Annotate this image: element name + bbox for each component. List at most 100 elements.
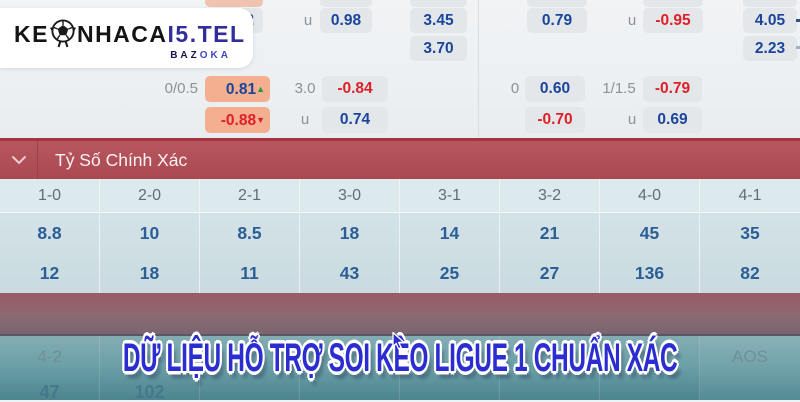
score-odds[interactable]: 43 — [339, 263, 360, 283]
score-header — [500, 342, 599, 372]
cutoff-odds-box — [320, 0, 372, 7]
score-odds[interactable]: 21 — [539, 223, 560, 243]
score-odds[interactable]: 25 — [439, 263, 460, 283]
score-column: 3-1 14 25 — [400, 179, 500, 293]
cutoff-odds-box — [796, 19, 800, 22]
score-header: 3-2 — [500, 179, 599, 213]
handicap-label: 0/0.5 — [164, 80, 198, 97]
correct-score-grid: 1-0 8.8 12 2-0 10 18 2-1 8.5 11 3-0 18 4… — [0, 179, 800, 293]
odds-cell[interactable]: -0.79 — [643, 76, 702, 102]
score-column — [300, 336, 400, 400]
site-logo[interactable]: KE NHACA I5.TEL BAZOKA — [0, 8, 253, 68]
score-column: 4-0 45 136 — [600, 179, 700, 293]
section-title: Tỷ Số Chính Xác — [55, 150, 188, 170]
cutoff-odds-box — [205, 0, 263, 7]
odds-cell[interactable]: 3.45 — [410, 8, 467, 33]
score-odds[interactable]: 10 — [139, 223, 160, 243]
score-odds[interactable] — [600, 382, 699, 402]
odds-panel: 2 u 0.98 3.45 0.79 u -0.95 4.05 3.70 2.2… — [0, 0, 800, 138]
odds-value: 0.81 — [225, 81, 257, 98]
logo-wordmark: KE NHACA I5.TEL — [14, 18, 246, 50]
score-header: 3-1 — [400, 179, 499, 213]
odds-cell-highlighted[interactable]: 0.81▲ — [205, 76, 270, 102]
odds-cell[interactable]: 0.69 — [643, 107, 702, 133]
score-odds[interactable]: 82 — [740, 263, 760, 283]
mouse-cursor-icon — [392, 332, 406, 350]
odds-cell[interactable]: 0.74 — [322, 107, 388, 133]
score-header: 4-0 — [600, 179, 699, 213]
cutoff-odds-box — [410, 0, 467, 7]
score-column: 4-3 102 — [100, 336, 200, 402]
section-header-bar: Tỷ Số Chính Xác — [0, 138, 800, 179]
odds-cell[interactable]: -0.95 — [643, 8, 703, 33]
score-header — [200, 342, 299, 372]
score-odds[interactable]: 45 — [639, 223, 660, 243]
score-column: 4-4 — [600, 336, 700, 400]
score-odds[interactable] — [500, 382, 599, 402]
score-odds[interactable]: 11 — [240, 263, 259, 283]
score-header: 3-0 — [300, 179, 399, 213]
score-column — [400, 336, 500, 400]
score-odds[interactable]: 12 — [39, 263, 60, 283]
logo-subtitle: BAZOKA — [170, 50, 231, 61]
cutoff-odds-box — [527, 0, 587, 7]
score-odds[interactable] — [700, 382, 800, 402]
score-odds[interactable] — [300, 382, 399, 402]
score-odds[interactable] — [200, 382, 299, 402]
odds-cell[interactable]: -0.70 — [525, 107, 585, 133]
arrow-up-icon: ▲ — [256, 84, 265, 94]
cutoff-odds-box — [796, 46, 800, 49]
cutoff-odds-box — [743, 0, 797, 7]
score-odds[interactable]: 8.5 — [237, 223, 262, 243]
score-odds[interactable] — [400, 382, 499, 402]
soccer-ball-mascot-icon — [50, 19, 76, 48]
score-column: 4-2 47 — [0, 336, 100, 402]
score-column: 2-1 8.5 11 — [200, 179, 300, 293]
score-header: 4-4 — [637, 347, 662, 366]
score-odds[interactable]: 136 — [634, 263, 665, 283]
over-under-label: u — [627, 12, 637, 29]
collapse-toggle[interactable] — [0, 141, 38, 179]
score-header: 4-3 — [137, 347, 162, 366]
score-header — [400, 342, 499, 372]
score-odds[interactable]: 35 — [740, 223, 760, 243]
odds-cell[interactable]: -0.84 — [322, 76, 388, 102]
score-column: 2-0 10 18 — [100, 179, 200, 293]
score-column: 3-0 18 43 — [300, 179, 400, 293]
handicap-label: 3.0 — [294, 80, 316, 97]
panel-divider — [478, 0, 479, 138]
logo-text-left: KE — [14, 20, 49, 47]
odds-cell[interactable]: 4.05 — [743, 8, 797, 33]
handicap-label: 0 — [510, 80, 520, 97]
score-column: 1-0 8.8 12 — [0, 179, 100, 293]
score-column — [500, 336, 600, 400]
score-odds[interactable]: 8.8 — [37, 223, 62, 243]
score-odds[interactable]: 18 — [339, 223, 360, 243]
score-header: 2-1 — [200, 179, 299, 213]
score-odds[interactable]: 18 — [139, 263, 160, 283]
odds-cell[interactable]: 0.79 — [527, 8, 587, 33]
odds-value: -0.88 — [220, 112, 257, 129]
over-under-label: u — [303, 12, 313, 29]
handicap-label: 1/1.5 — [602, 80, 636, 97]
odds-cell[interactable]: 2.23 — [743, 36, 797, 61]
arrow-down-icon: ▼ — [256, 115, 265, 125]
over-under-label: u — [300, 111, 310, 128]
score-odds[interactable]: 102 — [134, 382, 165, 402]
cutoff-odds-box — [643, 0, 703, 7]
score-header — [300, 342, 399, 372]
score-odds[interactable]: 47 — [39, 382, 60, 402]
score-odds[interactable]: 14 — [439, 223, 460, 243]
over-under-label: u — [627, 111, 637, 128]
score-column: 3-2 21 27 — [500, 179, 600, 293]
score-header: AOS — [732, 347, 768, 366]
odds-cell[interactable]: 3.70 — [410, 36, 467, 61]
score-header: 2-0 — [100, 179, 199, 213]
chevron-down-icon — [11, 156, 26, 164]
dimmed-section-band — [0, 293, 800, 336]
logo-text-accent: I5.TEL — [167, 20, 246, 47]
score-odds[interactable]: 27 — [539, 263, 560, 283]
odds-cell[interactable]: 0.98 — [320, 8, 372, 33]
odds-cell-highlighted[interactable]: -0.88▼ — [205, 107, 270, 133]
odds-cell[interactable]: 0.60 — [525, 76, 585, 102]
